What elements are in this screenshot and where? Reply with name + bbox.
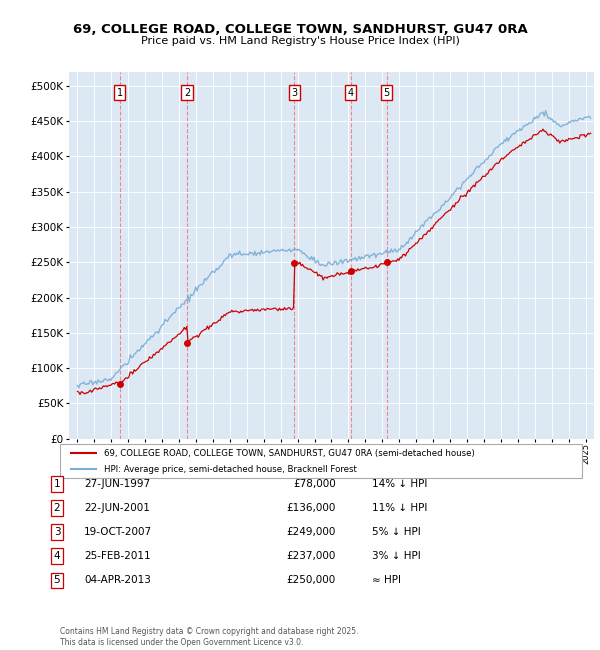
Text: HPI: Average price, semi-detached house, Bracknell Forest: HPI: Average price, semi-detached house,… [104,465,357,474]
Text: 1: 1 [116,88,122,97]
Text: 22-JUN-2001: 22-JUN-2001 [84,503,150,514]
Text: 3: 3 [291,88,298,97]
Text: 5: 5 [383,88,389,97]
Text: £237,000: £237,000 [287,551,336,562]
Text: 1: 1 [53,479,61,489]
Text: 2: 2 [53,503,61,514]
Text: 11% ↓ HPI: 11% ↓ HPI [372,503,427,514]
Text: 5: 5 [53,575,61,586]
FancyBboxPatch shape [60,444,582,478]
Text: 4: 4 [348,88,354,97]
Text: £249,000: £249,000 [287,527,336,538]
Text: 69, COLLEGE ROAD, COLLEGE TOWN, SANDHURST, GU47 0RA: 69, COLLEGE ROAD, COLLEGE TOWN, SANDHURS… [73,23,527,36]
Text: 3% ↓ HPI: 3% ↓ HPI [372,551,421,562]
Text: 5% ↓ HPI: 5% ↓ HPI [372,527,421,538]
Text: 3: 3 [53,527,61,538]
Text: 27-JUN-1997: 27-JUN-1997 [84,479,150,489]
Text: 4: 4 [53,551,61,562]
Text: 04-APR-2013: 04-APR-2013 [84,575,151,586]
Text: 19-OCT-2007: 19-OCT-2007 [84,527,152,538]
Text: £78,000: £78,000 [293,479,336,489]
Text: 69, COLLEGE ROAD, COLLEGE TOWN, SANDHURST, GU47 0RA (semi-detached house): 69, COLLEGE ROAD, COLLEGE TOWN, SANDHURS… [104,448,475,458]
Text: Price paid vs. HM Land Registry's House Price Index (HPI): Price paid vs. HM Land Registry's House … [140,36,460,46]
Text: £250,000: £250,000 [287,575,336,586]
Text: £136,000: £136,000 [287,503,336,514]
Text: 14% ↓ HPI: 14% ↓ HPI [372,479,427,489]
Text: ≈ HPI: ≈ HPI [372,575,401,586]
Text: 2: 2 [184,88,190,97]
Text: 25-FEB-2011: 25-FEB-2011 [84,551,151,562]
Text: Contains HM Land Registry data © Crown copyright and database right 2025.
This d: Contains HM Land Registry data © Crown c… [60,627,359,647]
